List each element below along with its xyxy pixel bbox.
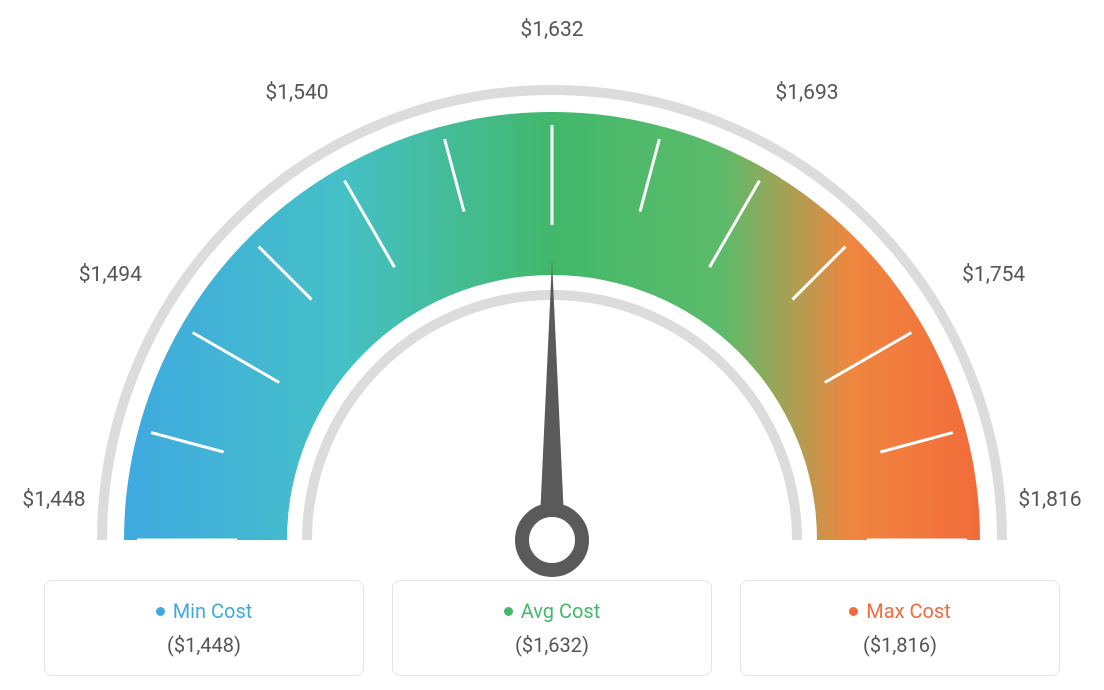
gauge-chart: $1,448$1,494$1,540$1,632$1,693$1,754$1,8… [52,60,1052,580]
legend-box: Avg Cost ($1,632) [392,580,712,676]
legend-box: Min Cost ($1,448) [44,580,364,676]
legend-label: Max Cost [866,599,951,623]
legend-title: Min Cost [156,599,253,623]
gauge-needle-hub [522,510,582,570]
gauge-tick-label: $1,693 [775,81,838,105]
legend-row: Min Cost ($1,448) Avg Cost ($1,632) Max Cost… [44,580,1060,676]
gauge-tick-label: $1,494 [79,263,142,287]
legend-value: ($1,816) [863,633,937,657]
legend-dot-icon [849,607,858,616]
legend-title: Max Cost [849,599,951,623]
legend-box: Max Cost ($1,816) [740,580,1060,676]
legend-label: Avg Cost [521,599,601,623]
gauge-tick-label: $1,540 [265,81,328,105]
legend-dot-icon [156,607,165,616]
legend-title: Avg Cost [504,599,601,623]
legend-dot-icon [504,607,513,616]
legend-value: ($1,632) [515,633,589,657]
legend-value: ($1,448) [167,633,241,657]
gauge-svg [52,60,1052,620]
gauge-tick-label: $1,816 [1018,488,1081,512]
gauge-tick-label: $1,754 [962,263,1025,287]
gauge-needle [539,260,565,540]
gauge-tick-label: $1,448 [22,488,85,512]
gauge-tick-label: $1,632 [520,18,583,42]
legend-label: Min Cost [173,599,253,623]
